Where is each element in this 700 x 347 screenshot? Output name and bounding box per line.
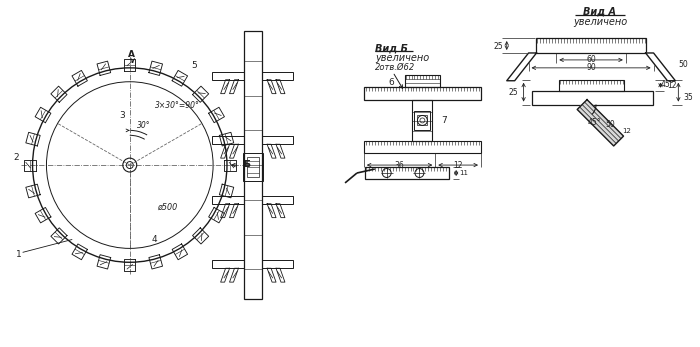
Bar — [405, 75, 440, 87]
Polygon shape — [507, 53, 536, 81]
Text: 36: 36 — [395, 161, 405, 170]
Text: ø500: ø500 — [158, 202, 178, 211]
Text: 6: 6 — [389, 78, 395, 87]
Text: 4: 4 — [152, 235, 158, 244]
Bar — [247, 157, 259, 177]
Text: 12: 12 — [454, 161, 463, 170]
Bar — [412, 100, 433, 141]
Bar — [417, 116, 428, 125]
Bar — [212, 72, 244, 80]
Text: 25: 25 — [509, 88, 519, 97]
Polygon shape — [578, 100, 624, 146]
Text: 50: 50 — [606, 120, 615, 129]
Text: 11: 11 — [460, 170, 468, 176]
Text: Б: Б — [243, 160, 250, 169]
Text: 25: 25 — [494, 42, 503, 51]
Bar — [364, 141, 481, 153]
Text: А: А — [128, 50, 135, 59]
Bar — [212, 196, 244, 204]
Text: 7: 7 — [442, 116, 447, 125]
Text: 3: 3 — [119, 111, 125, 120]
Bar — [244, 31, 262, 299]
Text: 3×30°=90°: 3×30°=90° — [155, 101, 199, 110]
Text: 30°: 30° — [137, 121, 150, 130]
Text: 45°: 45° — [661, 80, 674, 89]
Text: 5: 5 — [191, 61, 197, 70]
Text: 2: 2 — [13, 153, 18, 162]
Text: 1: 1 — [16, 250, 22, 259]
Text: 35: 35 — [683, 93, 693, 102]
Bar — [559, 80, 624, 91]
Text: Вид Б: Вид Б — [374, 43, 407, 53]
Text: увеличено: увеличено — [573, 17, 627, 27]
Bar — [262, 136, 293, 144]
Text: 12: 12 — [622, 128, 631, 134]
Text: 45°: 45° — [587, 118, 601, 127]
Bar — [262, 196, 293, 204]
Bar — [212, 260, 244, 268]
Text: 60: 60 — [586, 56, 596, 65]
Text: 90: 90 — [586, 64, 596, 73]
Text: 50: 50 — [678, 60, 688, 69]
Bar — [262, 260, 293, 268]
Bar — [365, 167, 449, 179]
Bar — [212, 136, 244, 144]
Bar — [262, 72, 293, 80]
Text: 12: 12 — [668, 81, 677, 90]
Bar — [531, 91, 652, 104]
Polygon shape — [645, 53, 675, 81]
Text: 2отв.Ø62: 2отв.Ø62 — [374, 62, 415, 71]
Bar — [536, 38, 645, 53]
Text: Вид А: Вид А — [584, 6, 617, 16]
Text: Б: Б — [243, 160, 250, 169]
Bar — [414, 110, 430, 130]
Bar — [243, 153, 262, 181]
Bar — [364, 87, 481, 100]
Text: увеличено: увеличено — [374, 53, 429, 63]
